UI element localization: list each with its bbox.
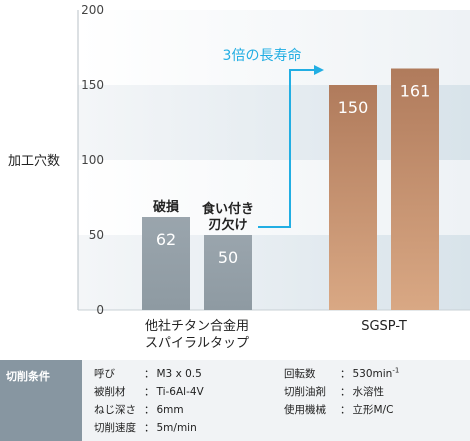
bar-value-label: 161 <box>400 82 431 101</box>
bar <box>142 217 190 310</box>
condition-label: 回転数 <box>284 368 316 380</box>
bar <box>204 235 252 310</box>
callout-text: 3倍の長寿命 <box>223 47 302 64</box>
condition-item: 切削油剤 ：水溶性 <box>284 384 384 399</box>
bar <box>329 85 377 310</box>
condition-item: 回転数 ： 530min-1 <box>284 366 399 381</box>
bar-annotation: 食い付き <box>202 201 254 217</box>
condition-label: 切削速度 <box>94 422 136 434</box>
condition-value: 5m/min <box>156 422 197 434</box>
condition-label: ねじ深さ <box>94 404 136 416</box>
bar-chart: 0 50 100 150 200 62 破損 50 食い付き刃欠け他社チタン合金用スパイラルタ… <box>8 3 470 351</box>
condition-value: 6mm <box>156 404 184 416</box>
callout-arrow <box>258 65 324 228</box>
category-label: 他社チタン合金用 <box>145 318 249 334</box>
category-label: スパイラルタップ <box>145 336 249 351</box>
condition-label: 呼び <box>94 368 115 380</box>
condition-separator: ： <box>144 386 155 398</box>
condition-separator: ： <box>340 404 351 416</box>
y-axis-label: 加工穴数 <box>8 154 60 169</box>
condition-item: 切削速度 ： 5m/min <box>94 420 197 435</box>
condition-label: 使用機械 <box>284 404 326 416</box>
condition-value-superscript: -1 <box>392 366 400 375</box>
condition-item: 被削材 ： Ti-6Al-4V <box>94 384 204 399</box>
condition-value: 立形M/C <box>352 404 394 416</box>
condition-item: ねじ深さ ： 6mm <box>94 402 184 417</box>
conditions-header-label: 切削条件 <box>6 370 50 383</box>
condition-value: 530min <box>352 368 393 380</box>
bar-annotation: 刃欠け <box>208 217 247 233</box>
condition-separator: ： <box>144 404 155 416</box>
y-tick-label: 50 <box>89 228 104 242</box>
y-tick-label: 150 <box>81 78 104 92</box>
y-tick-label: 100 <box>81 153 104 167</box>
condition-value: 水溶性 <box>352 386 385 398</box>
conditions-header: 切削条件 <box>0 360 82 441</box>
condition-item: 使用機械 ：立形M/C <box>284 402 393 417</box>
cutting-conditions-panel: 切削条件 呼び： M3 x 0.5 被削材： Ti-6Al-4V ねじ深さ： 6mm 切削速… <box>0 360 470 441</box>
condition-value: M3 x 0.5 <box>156 368 202 380</box>
condition-label: 切削油剤 <box>284 386 326 398</box>
condition-value: Ti-6Al-4V <box>156 386 204 398</box>
bar-value-label: 50 <box>218 248 238 267</box>
bar-annotation: 破損 <box>153 199 180 215</box>
condition-separator: ： <box>340 368 351 380</box>
condition-separator: ： <box>144 422 155 434</box>
condition-separator: ： <box>340 386 351 398</box>
bar-value-label: 150 <box>338 98 369 117</box>
bar-value-label: 62 <box>156 230 176 249</box>
bar <box>391 68 439 310</box>
y-tick-label: 200 <box>81 3 104 17</box>
condition-separator: ： <box>144 368 155 380</box>
condition-label: 被削材 <box>94 386 126 398</box>
category-label: SGSP-T <box>361 319 407 334</box>
condition-item: 呼び ： M3 x 0.5 <box>94 366 202 381</box>
y-tick-label: 0 <box>96 303 104 317</box>
